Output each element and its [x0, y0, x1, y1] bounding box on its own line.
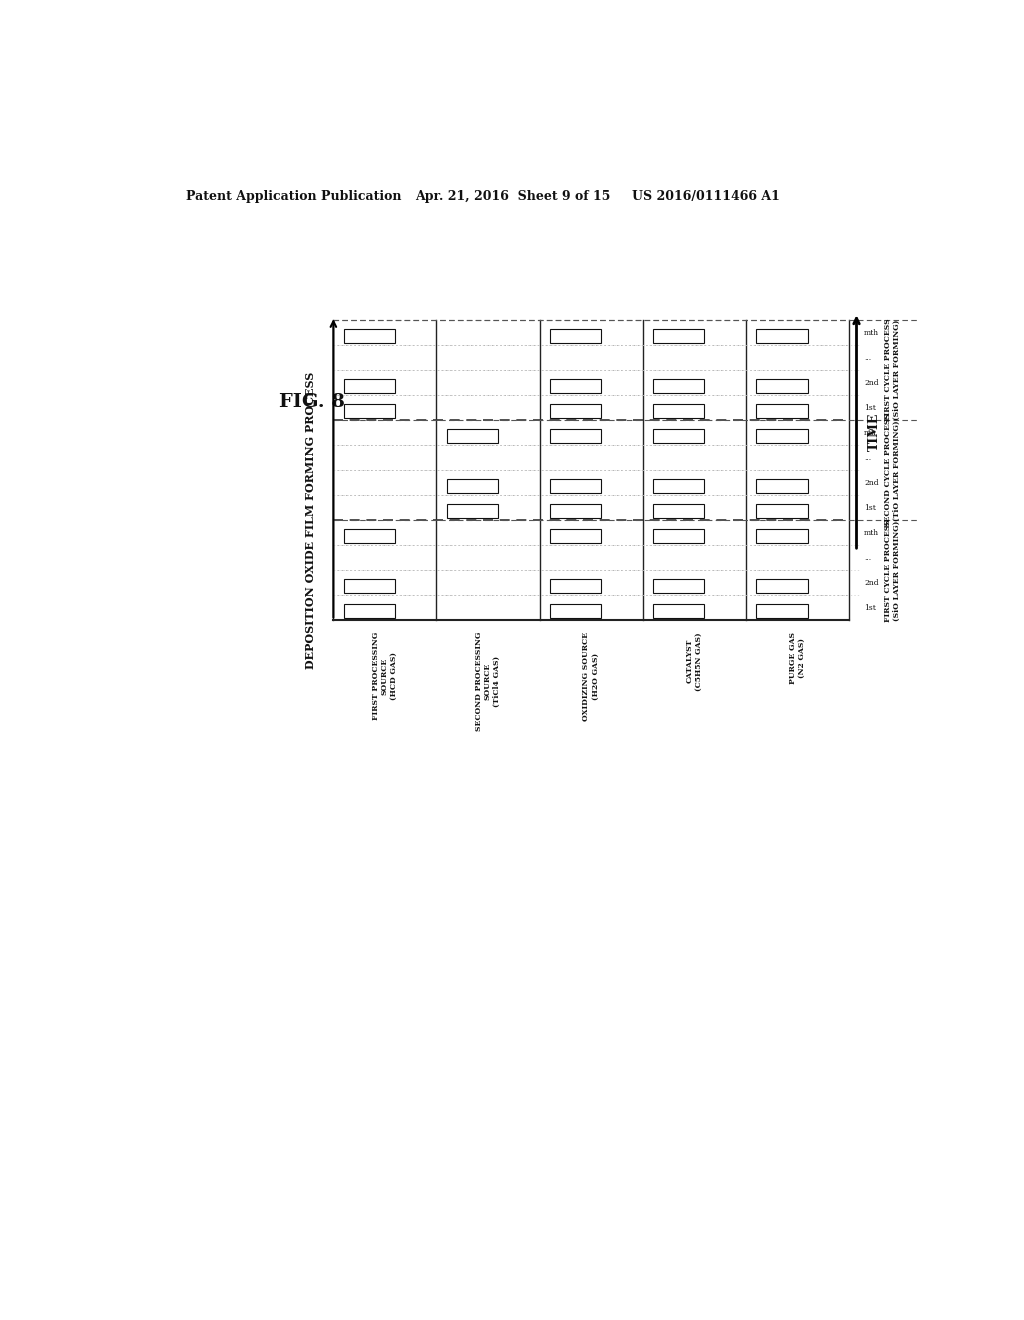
Bar	[446, 479, 499, 492]
Text: nth: nth	[864, 429, 878, 437]
Bar	[756, 404, 808, 417]
Bar	[756, 579, 808, 593]
Bar	[550, 379, 601, 392]
Text: FIRST PROCESSING
SOURCE
(HCD GAS): FIRST PROCESSING SOURCE (HCD GAS)	[372, 632, 398, 721]
Text: 1st: 1st	[864, 504, 877, 512]
Text: FIRST CYCLE PROCESS
(SiO LAYER FORMING): FIRST CYCLE PROCESS (SiO LAYER FORMING)	[884, 519, 901, 622]
Text: SECOND PROCESSING
SOURCE
(TiCl4 GAS): SECOND PROCESSING SOURCE (TiCl4 GAS)	[475, 632, 501, 731]
Text: CATALYST
(C5H5N GAS): CATALYST (C5H5N GAS)	[685, 632, 702, 690]
Text: Apr. 21, 2016  Sheet 9 of 15: Apr. 21, 2016 Sheet 9 of 15	[415, 190, 610, 203]
Bar	[756, 329, 808, 343]
Text: 2nd: 2nd	[864, 579, 879, 587]
Bar	[344, 404, 395, 417]
Bar	[446, 429, 499, 442]
Text: 1st: 1st	[864, 404, 877, 412]
Bar	[550, 429, 601, 442]
Text: ...: ...	[864, 354, 871, 362]
Bar	[653, 379, 705, 392]
Bar	[756, 605, 808, 618]
Bar	[550, 329, 601, 343]
Text: mth: mth	[864, 529, 880, 537]
Bar	[344, 605, 395, 618]
Text: US 2016/0111466 A1: US 2016/0111466 A1	[632, 190, 779, 203]
Text: 2nd: 2nd	[864, 479, 879, 487]
Text: ...: ...	[864, 554, 871, 562]
Bar	[653, 605, 705, 618]
Bar	[344, 329, 395, 343]
Bar	[446, 504, 499, 517]
Bar	[550, 404, 601, 417]
Bar	[344, 379, 395, 392]
Bar	[653, 479, 705, 492]
Bar	[550, 529, 601, 543]
Text: TIME: TIME	[868, 413, 881, 451]
Bar	[653, 329, 705, 343]
Bar	[344, 579, 395, 593]
Bar	[653, 504, 705, 517]
Bar	[550, 504, 601, 517]
Text: 2nd: 2nd	[864, 379, 879, 387]
Bar	[756, 529, 808, 543]
Bar	[550, 579, 601, 593]
Text: PURGE GAS
(N2 GAS): PURGE GAS (N2 GAS)	[788, 632, 806, 684]
Bar	[653, 529, 705, 543]
Bar	[653, 429, 705, 442]
Text: FIRST CYCLE PROCESS
(SiO LAYER FORMING): FIRST CYCLE PROCESS (SiO LAYER FORMING)	[884, 319, 901, 421]
Text: DEPOSITION OXIDE FILM FORMING PROCESS: DEPOSITION OXIDE FILM FORMING PROCESS	[304, 372, 315, 669]
Text: mth: mth	[864, 329, 880, 337]
Text: FIG. 8: FIG. 8	[280, 393, 345, 412]
Bar	[756, 429, 808, 442]
Bar	[550, 479, 601, 492]
Text: ...: ...	[864, 454, 871, 462]
Text: OXIDIZING SOURCE
(H2O GAS): OXIDIZING SOURCE (H2O GAS)	[583, 632, 600, 721]
Bar	[756, 379, 808, 392]
Text: 1st: 1st	[864, 603, 877, 612]
Text: Patent Application Publication: Patent Application Publication	[186, 190, 401, 203]
Bar	[756, 479, 808, 492]
Bar	[550, 605, 601, 618]
Bar	[344, 529, 395, 543]
Bar	[653, 404, 705, 417]
Bar	[653, 579, 705, 593]
Bar	[756, 504, 808, 517]
Text: SECOND CYCLE PROCESS
(TiO LAYER FORMING): SECOND CYCLE PROCESS (TiO LAYER FORMING)	[884, 413, 901, 527]
